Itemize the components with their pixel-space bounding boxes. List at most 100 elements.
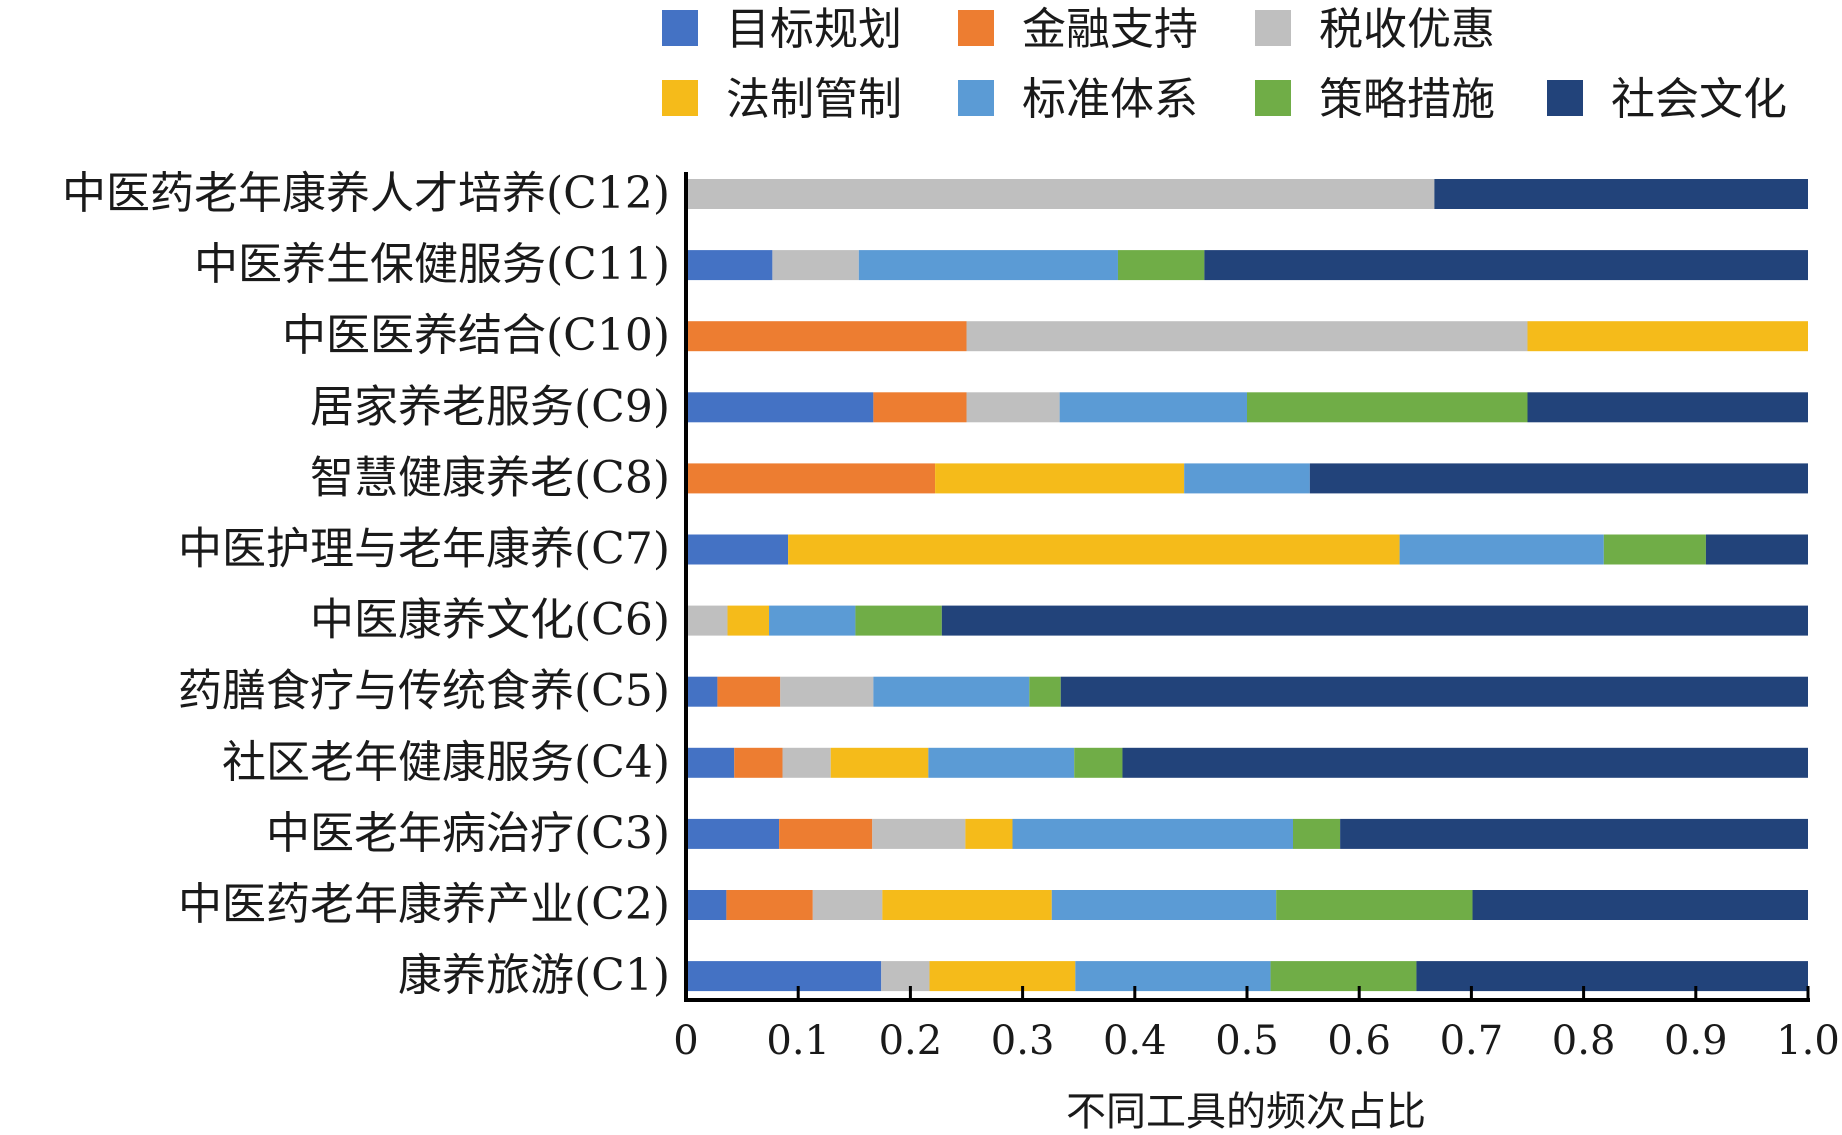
bar-segment [855,605,942,636]
category-label: 中医医养结合(C10) [282,310,670,361]
legend-swatch [958,10,994,46]
bar-segment [686,961,882,992]
x-tick-label: 0.3 [991,1018,1055,1064]
bar-segment [873,392,967,423]
bar-segment [1122,747,1808,778]
bar-segment [872,818,966,849]
bar-segment [1309,463,1808,494]
bar-segment [780,676,874,707]
x-tick-label: 0.5 [1215,1018,1279,1064]
bar-segment [686,250,773,281]
bar-segment [1075,961,1271,992]
bar-segment [1340,818,1808,849]
category-labels: 中医药老年康养人才培养(C12) 中医养生保健服务(C11) 中医医养结合(C10)… [62,168,670,1001]
bar-segment [769,605,856,636]
bar-segment [1416,961,1808,992]
legend-label: 法制管制 [726,74,902,125]
bar-segment [965,818,1013,849]
legend-label: 目标规划 [726,4,902,55]
x-axis-ticks: 0 0.1 0.2 0.3 0.4 0.5 0.6 0.7 0.8 0.9 1.0 [673,986,1840,1064]
bar-segment [1074,747,1123,778]
x-tick-label: 0.1 [766,1018,830,1064]
axes [684,172,1810,1002]
category-label: 居家养老服务(C9) [310,381,670,432]
legend-swatch [1255,10,1291,46]
legend-swatch [662,80,698,116]
bar-segment [1527,321,1808,352]
bar-segment [686,463,936,494]
bar-segment [1247,392,1528,423]
legend-label: 标准体系 [1022,74,1198,125]
legend-label: 社会文化 [1611,74,1787,125]
bar-segment [966,321,1528,352]
category-label: 中医护理与老年康养(C7) [178,524,670,575]
category-label: 中医药老年康养人才培养(C12) [62,168,670,219]
bar-segment [1603,534,1706,565]
bar-segment [686,818,780,849]
bar-segment [941,605,1808,636]
legend-swatch [958,80,994,116]
bar-segment [812,890,883,920]
bar-segment [928,747,1075,778]
bar-segment [1184,463,1310,494]
bar-segment [726,890,813,920]
bar-segment [788,534,1400,565]
bar-segment [1204,250,1808,281]
bar-segment [1059,392,1247,423]
bar-segment [717,676,781,707]
bar-segment [858,250,1118,281]
category-label: 智慧健康养老(C8) [310,452,670,503]
x-tick-label: 0.8 [1552,1018,1616,1064]
bar-segment [1399,534,1604,565]
bar-segment [1472,890,1808,920]
bar-segment [779,818,873,849]
category-label: 药膳食疗与传统食养(C5) [178,666,670,717]
bar-segment [830,747,929,778]
bar-segment [686,605,728,636]
x-tick-label: 0.6 [1327,1018,1391,1064]
bar-segment [1029,676,1061,707]
bar-segment [782,747,831,778]
bar-segment [1051,890,1277,920]
category-label: 康养旅游(C1) [398,950,670,1001]
bar-segment [686,534,789,565]
bar-segment [1527,392,1808,423]
bar-segment [686,890,727,920]
bar-segment [1434,179,1808,209]
category-label: 中医药老年康养产业(C2) [178,879,670,930]
bar-segment [686,676,718,707]
bar-segment [1293,818,1341,849]
bar-segment [1270,961,1417,992]
bar-segment [1012,818,1294,849]
category-label: 中医康养文化(C6) [310,595,670,646]
x-tick-label: 0 [673,1018,698,1064]
bar-segment [1117,250,1205,281]
bar-segment [873,676,1030,707]
x-tick-label: 0.9 [1664,1018,1728,1064]
x-tick-label: 0.4 [1103,1018,1167,1064]
x-tick-label: 1.0 [1776,1018,1840,1064]
bars [686,179,1808,992]
legend-swatch [1255,80,1291,116]
legend-label: 策略措施 [1319,74,1495,125]
bar-segment [929,961,1076,992]
bar-segment [1060,676,1808,707]
bar-segment [686,179,1435,209]
category-label: 社区老年健康服务(C4) [222,737,670,788]
bar-segment [1276,890,1473,920]
legend-swatch [1547,80,1583,116]
category-label: 中医老年病治疗(C3) [266,808,670,859]
bar-segment [686,392,874,423]
bar-segment [935,463,1185,494]
bar-segment [882,890,1052,920]
legend-swatch [662,10,698,46]
bar-segment [686,747,735,778]
bar-segment [727,605,770,636]
bar-segment [966,392,1060,423]
x-tick-label: 0.2 [879,1018,943,1064]
x-tick-label: 0.7 [1440,1018,1504,1064]
bar-segment [772,250,859,281]
bar-segment [1705,534,1808,565]
